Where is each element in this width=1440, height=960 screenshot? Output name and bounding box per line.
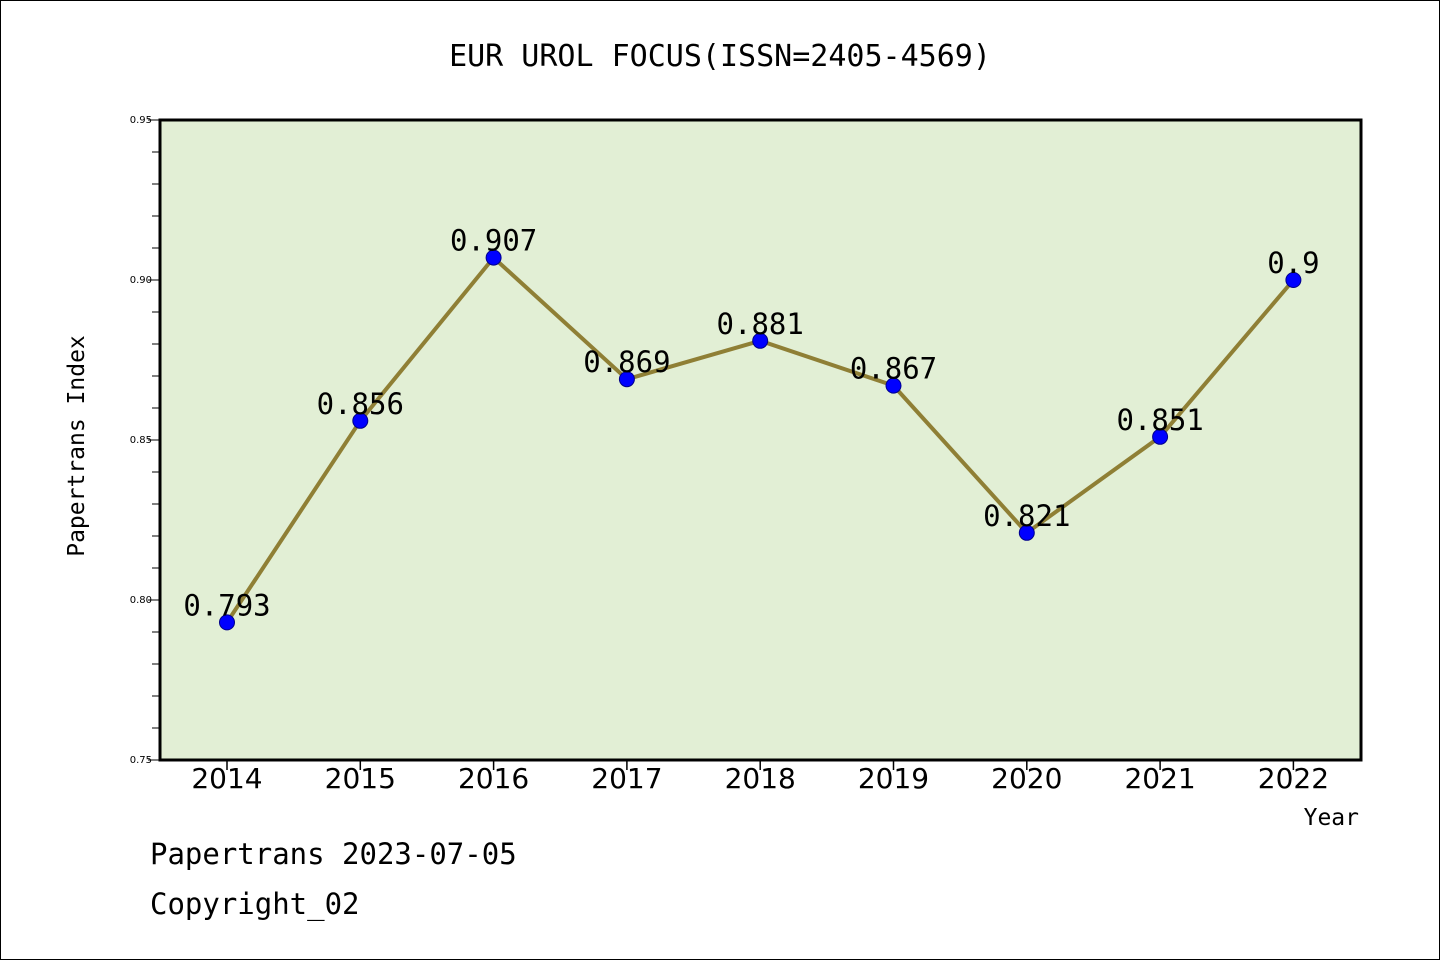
data-point [1018,524,1035,541]
data-label: 0.851 [1116,403,1203,437]
data-labels: 0.793 0.856 0.907 0.869 0.881 0.867 0.821 0.851… [183,224,1319,623]
data-point [1152,428,1169,445]
x-tick-label: 2016 [458,762,529,795]
data-point [219,614,235,631]
data-point [752,332,769,349]
data-point [485,249,502,266]
data-label: 0.856 [317,387,404,421]
footer-copyright: Copyright_02 [150,887,360,922]
data-point [618,371,635,388]
x-axis: 2014 2015 2016 2017 2018 2019 2020 2021 2022 [191,760,1329,795]
data-label: 0.867 [850,352,937,386]
data-points [219,249,1302,631]
y-tick-label: 0.75 [130,755,152,766]
x-tick-label: 2022 [1258,762,1329,795]
x-tick-label: 2014 [191,762,262,795]
data-label: 0.907 [450,224,537,258]
data-point [885,377,902,394]
data-label: 0.9 [1267,246,1319,280]
x-tick-label: 2019 [858,762,929,795]
footer-date: Papertrans 2023-07-05 [150,837,517,871]
data-label: 0.821 [983,499,1070,533]
x-tick-label: 2015 [325,762,396,795]
chart-title: EUR UROL FOCUS(ISSN=2405-4569) [449,39,991,74]
y-axis: 0.75 0.80 0.85 0.90 0.95 [130,115,160,766]
y-tick-label: 0.80 [130,595,152,606]
x-tick-label: 2017 [591,762,662,795]
y-tick-label: 0.90 [130,275,152,286]
data-label: 0.869 [583,345,670,379]
y-tick-label: 0.85 [130,435,152,446]
y-axis-label: Papertrans Index [64,335,90,557]
data-label: 0.881 [717,307,804,341]
x-tick-label: 2021 [1124,762,1195,795]
y-tick-label: 0.95 [130,115,152,126]
data-label: 0.793 [183,588,270,622]
plot-area [158,118,1363,762]
data-point [1285,272,1302,288]
data-point [352,412,369,429]
x-tick-label: 2018 [725,762,796,795]
x-axis-label: Year [1304,805,1359,831]
x-tick-label: 2020 [991,762,1062,795]
